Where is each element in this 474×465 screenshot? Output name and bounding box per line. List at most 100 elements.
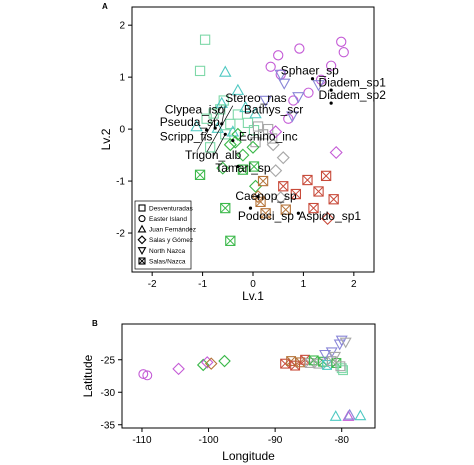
x-tick-label: -90 bbox=[268, 435, 283, 446]
data-point-triangle bbox=[231, 83, 245, 95]
species-marker bbox=[236, 164, 240, 169]
data-point-circle bbox=[142, 370, 153, 381]
data-point-xsquare bbox=[194, 169, 206, 180]
species-marker bbox=[296, 211, 300, 215]
species-marker bbox=[256, 195, 260, 199]
point-xsquare-box bbox=[138, 257, 146, 265]
data-point-xsquare bbox=[328, 194, 339, 205]
species-label: Diadem_sp2 bbox=[319, 88, 387, 102]
point-xsquare-box bbox=[278, 181, 289, 192]
data-point-diamond bbox=[218, 354, 231, 368]
panel-a-plot: -2 -1 0 1 2-2-1012Lv.1Lv.2ASphaer_spDiadem_s… bbox=[99, 2, 386, 303]
data-point-triangle bbox=[219, 65, 232, 77]
data-point-xsquare bbox=[248, 161, 260, 172]
point-xsquare-box bbox=[313, 186, 324, 197]
y-tick-label: -35 bbox=[101, 420, 116, 431]
species-label: Tamari_sp bbox=[215, 161, 271, 175]
data-point-diamond bbox=[216, 161, 230, 175]
data-point-triangle-down bbox=[274, 69, 287, 81]
data-point-xsquare bbox=[225, 235, 236, 246]
point-xsquare-box bbox=[194, 169, 206, 180]
species-label: Echino_inc bbox=[239, 130, 298, 144]
data-point-triangle-down bbox=[335, 335, 348, 347]
species-connector bbox=[212, 134, 226, 158]
data-point-diamond bbox=[200, 356, 214, 369]
panel-b-plot: -110 -100 -90 -80 -35 -30 -25 Longitude Latitude… bbox=[81, 319, 376, 463]
species-connector bbox=[221, 105, 226, 124]
species-markers-group bbox=[197, 77, 333, 215]
point-xsquare-box bbox=[320, 170, 332, 182]
data-point-square bbox=[336, 363, 347, 374]
species-connector bbox=[197, 105, 223, 151]
data-point-diamond bbox=[231, 127, 245, 141]
legend-label: Juan Fernández bbox=[149, 227, 196, 234]
species-label: Podoci_sp bbox=[238, 209, 294, 223]
data-point-circle bbox=[138, 369, 149, 379]
data-point-circle bbox=[273, 50, 284, 61]
point-xsquare-box bbox=[302, 174, 313, 186]
data-point-xsquare bbox=[257, 175, 269, 187]
legend-label: Salas/Nazca bbox=[149, 258, 186, 265]
data-point-xsquare bbox=[237, 164, 249, 175]
data-point-square bbox=[199, 34, 211, 45]
point-xsquare-cross bbox=[290, 189, 301, 200]
data-point-square bbox=[232, 109, 244, 120]
point-xsquare-box bbox=[290, 188, 302, 200]
point-xsquare-box bbox=[237, 164, 249, 175]
point-xsquare-cross bbox=[290, 360, 300, 371]
point-xsquare-box bbox=[257, 175, 269, 187]
y-tick-label: -25 bbox=[101, 355, 116, 366]
data-point-triangle-down bbox=[292, 92, 305, 104]
data-point-triangle-down bbox=[278, 78, 291, 90]
point-xsquare-cross bbox=[237, 164, 248, 175]
point-xsquare-box bbox=[248, 161, 260, 172]
y-tick-label: 2 bbox=[119, 21, 125, 32]
data-point-diamond bbox=[274, 191, 288, 205]
point-xsquare-cross bbox=[278, 181, 289, 192]
data-point-square bbox=[242, 117, 254, 129]
data-point-triangle bbox=[354, 409, 367, 421]
legend-label: Easter Island bbox=[149, 216, 187, 223]
point-xsquare-cross bbox=[313, 186, 324, 197]
data-point-diamond bbox=[269, 164, 283, 178]
data-point-square bbox=[218, 95, 229, 106]
species-marker bbox=[213, 126, 217, 130]
data-point-square bbox=[225, 118, 236, 130]
data-point-xsquare bbox=[308, 202, 319, 214]
data-point-xsquare bbox=[220, 202, 231, 214]
point-xsquare-box bbox=[260, 208, 271, 219]
data-point-diamond bbox=[172, 362, 185, 376]
data-point-circle bbox=[325, 60, 337, 71]
point-xsquare-cross bbox=[280, 204, 291, 215]
data-point-xsquare bbox=[290, 360, 301, 371]
data-point-circle bbox=[338, 47, 349, 58]
data-point-diamond bbox=[246, 140, 260, 154]
species-label: Scripp_fis bbox=[160, 130, 213, 144]
x-tick-label: 0 bbox=[250, 279, 256, 290]
data-point-triangle bbox=[190, 120, 203, 132]
points-group bbox=[138, 335, 367, 421]
data-point-diamond bbox=[329, 145, 343, 160]
data-point-triangle-down bbox=[339, 337, 352, 349]
x-tick-label: -80 bbox=[334, 435, 349, 446]
data-point-xsquare bbox=[255, 196, 266, 208]
species-marker bbox=[205, 128, 209, 132]
point-xsquare-box bbox=[328, 194, 339, 205]
legend-marker-circle bbox=[138, 215, 146, 223]
data-point-triangle bbox=[239, 100, 252, 113]
point-xsquare-cross bbox=[225, 235, 236, 246]
point-xsquare-cross bbox=[195, 169, 206, 180]
x-axis-title: Longitude bbox=[222, 449, 275, 463]
data-point-square bbox=[208, 108, 219, 119]
legend-marker-diamond bbox=[137, 235, 147, 245]
y-tick-label: -1 bbox=[116, 177, 125, 188]
data-point-triangle-down bbox=[329, 351, 342, 363]
data-point-xsquare bbox=[280, 358, 291, 369]
data-point-circle bbox=[336, 36, 347, 47]
species-label: Clypea_iso bbox=[165, 103, 225, 117]
species-marker bbox=[329, 101, 333, 105]
y-tick-label: 1 bbox=[119, 73, 125, 84]
species-label: Bathys_scr bbox=[244, 103, 303, 117]
